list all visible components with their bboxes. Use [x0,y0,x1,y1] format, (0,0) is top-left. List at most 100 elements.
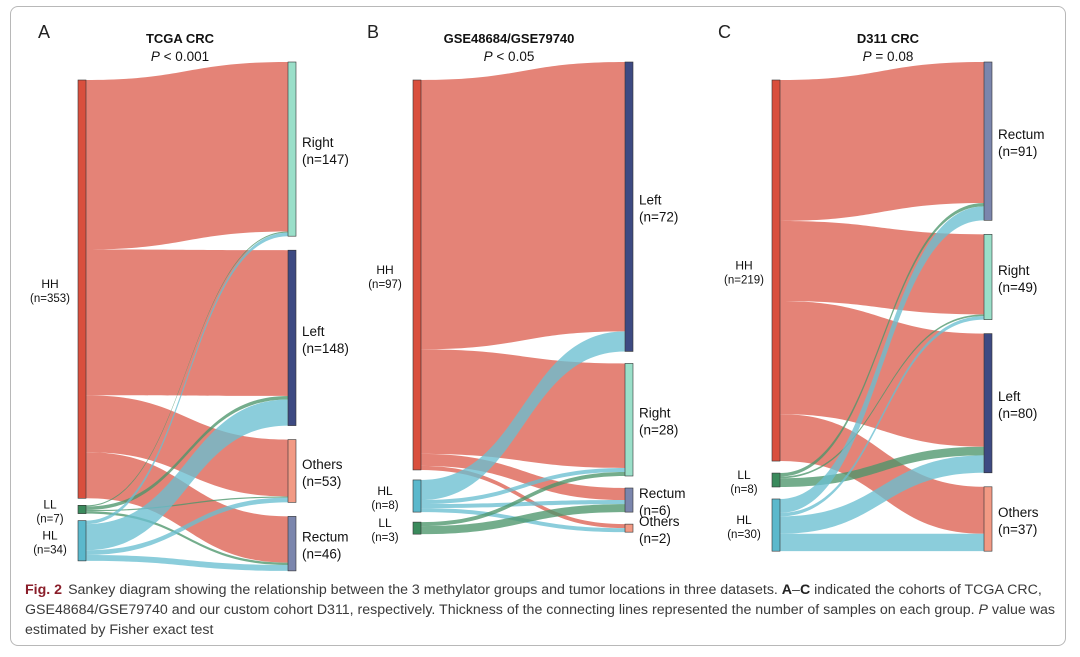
source-count: (n=8) [730,484,757,496]
p-symbol: P [484,49,493,64]
source-node [77,505,87,514]
sankey-link [421,62,625,350]
target-node [624,61,634,352]
target-node [983,333,993,474]
figure-caption: Fig. 2 Sankey diagram showing the relatio… [25,580,1060,640]
panel-letter: A [38,22,50,42]
caption-text-1: Sankey diagram showing the relationship … [68,582,782,598]
sankey-link [780,62,984,221]
sankey-link [86,232,288,525]
target-count: (n=80) [998,406,1037,421]
p-text: < 0.05 [493,49,535,64]
source-label: LL [737,468,751,482]
source-label: HL [42,529,58,543]
sankey-link [421,467,625,505]
panel-p-value: P < 0.05 [484,49,535,64]
source-node [771,79,781,462]
target-label: Others [998,505,1039,520]
source-count: (n=34) [33,545,67,557]
source-label: HH [376,263,393,277]
sankey-panel-a: A TCGA CRC P < 0.001 HH (n=353) LL (n=7) HL (n=3… [30,22,349,572]
target-label: Right [302,135,334,150]
source-node [77,79,87,499]
figure-label: Fig. 2 [25,582,63,598]
target-label: Rectum [302,530,349,545]
target-count: (n=49) [998,280,1037,295]
target-node [983,61,993,221]
source-node [771,498,781,552]
sankey-links [421,62,625,535]
panel-title: D311 CRC [857,31,920,46]
sankey-links [86,62,288,571]
sankey-link [86,249,288,396]
p-symbol: P [863,49,872,64]
target-label: Left [998,389,1021,404]
panel-title: TCGA CRC [146,31,215,46]
sankey-link [780,202,984,477]
target-count: (n=91) [998,144,1037,159]
sankey-panel-b: B GSE48684/GSE79740 P < 0.05 HH (n=97) HL (n=8… [367,22,686,546]
target-node [983,234,993,320]
target-count: (n=2) [639,531,671,546]
panel-letter: B [367,22,379,42]
sankey-links [780,62,984,552]
target-node [287,249,297,426]
source-count: (n=3) [371,532,398,544]
source-node [412,79,422,471]
sankey-link [86,496,288,512]
panel-p-value: P < 0.001 [151,49,209,64]
caption-p-symbol: P [978,602,988,618]
target-count: (n=6) [639,503,671,518]
source-node [412,521,422,535]
source-node [412,479,422,513]
sankey-link [780,314,984,479]
sankey-link [86,231,288,507]
target-node [624,523,634,533]
source-label: HH [735,259,752,273]
caption-range-start: A [781,582,793,598]
source-count: (n=353) [30,293,70,305]
sankey-link [86,62,288,250]
p-symbol: P [151,49,160,64]
sankey-link [780,414,984,534]
sankey-panel-c: C D311 CRC P = 0.08 HH (n=219) LL (n=8) HL (n=30… [718,22,1045,552]
sankey-link [421,504,625,535]
panel-letter: C [718,22,731,42]
sankey-link [86,399,288,551]
source-count: (n=97) [368,279,402,291]
sankey-link [86,554,288,571]
sankey-figure: A TCGA CRC P < 0.001 HH (n=353) LL (n=7) HL (n=3… [30,22,1045,572]
target-node [287,516,297,572]
sankey-link [421,471,625,527]
target-label: Right [639,406,671,421]
target-label: Left [302,324,325,339]
sankey-link [86,497,288,555]
sankey-link [780,533,984,552]
sankey-link [421,465,625,529]
source-label: HL [736,513,752,527]
target-count: (n=46) [302,547,341,562]
panel-p-value: P = 0.08 [863,49,914,64]
sankey-link [86,395,288,497]
target-count: (n=147) [302,152,349,167]
target-label: Others [639,514,680,529]
target-count: (n=148) [302,341,349,356]
target-count: (n=37) [998,522,1037,537]
panel-title: GSE48684/GSE79740 [444,31,575,46]
source-count: (n=7) [36,513,63,525]
sankey-link [86,511,288,565]
target-node [624,363,634,477]
source-label: HH [41,277,58,291]
target-count: (n=53) [302,474,341,489]
target-count: (n=72) [639,210,678,225]
target-label: Right [998,263,1030,278]
sankey-link [421,500,625,509]
source-count: (n=219) [724,275,764,287]
source-node [771,472,781,488]
caption-text-2: indicated the cohorts of TCGA CRC, GSE48… [25,582,1042,618]
source-label: LL [43,497,57,511]
sankey-link [780,220,984,315]
caption-range-end: C [799,582,811,598]
sankey-link [421,331,625,501]
source-count: (n=8) [371,500,398,512]
